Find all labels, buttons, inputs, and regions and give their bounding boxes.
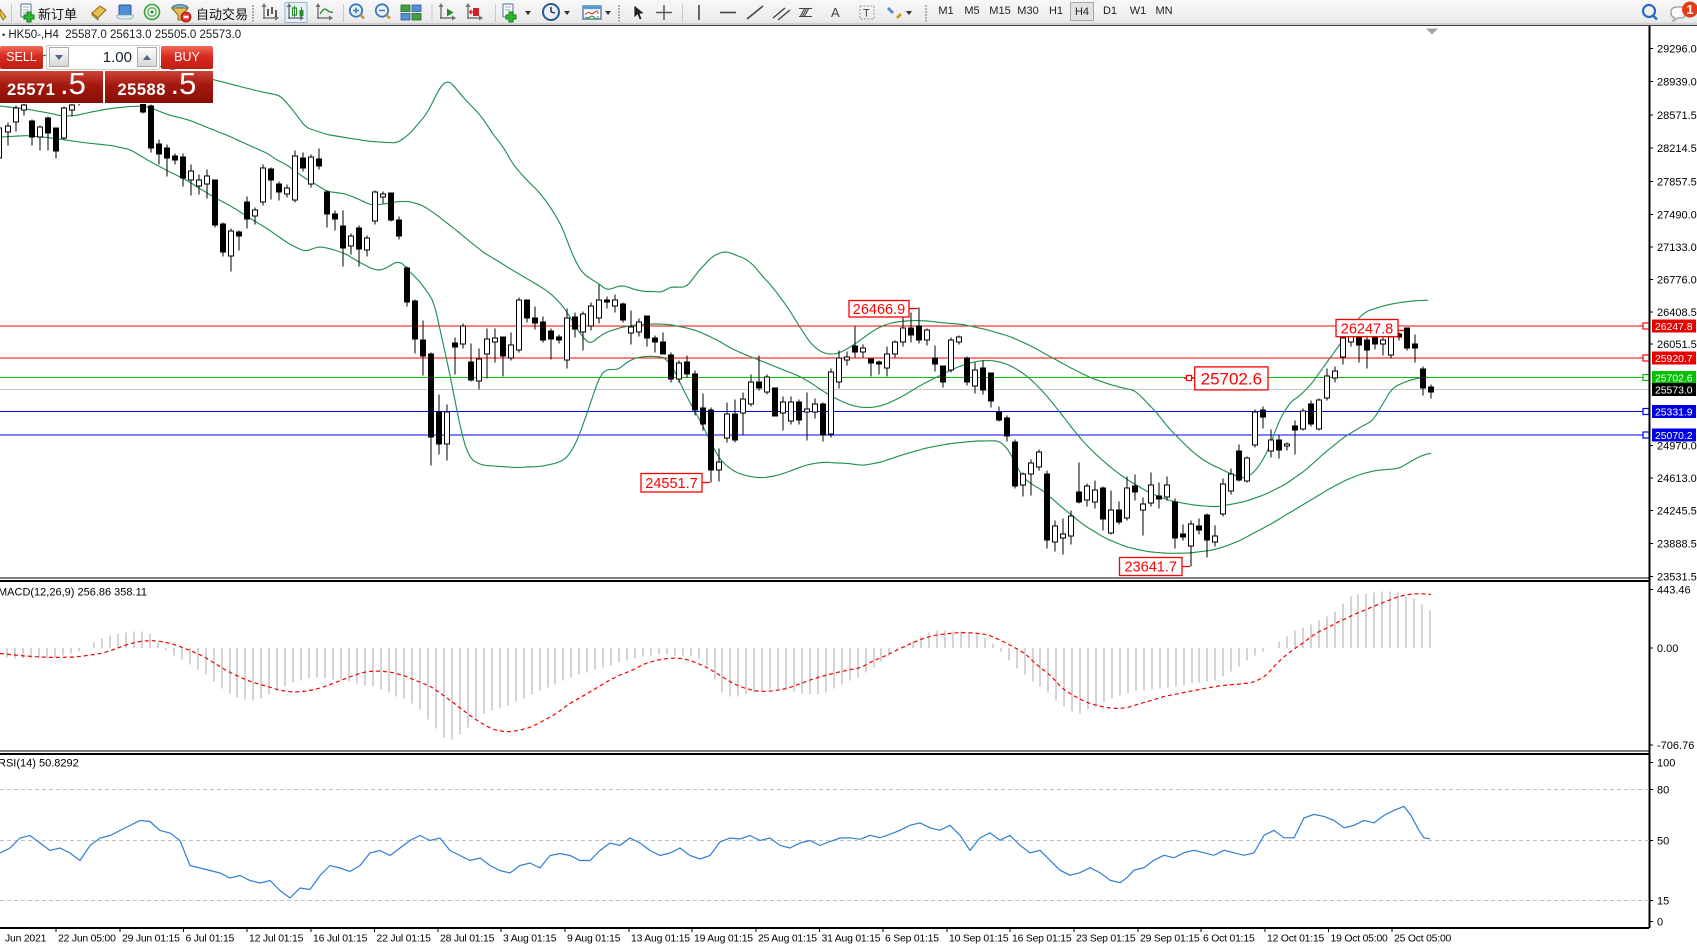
svg-text:29296.0: 29296.0: [1657, 43, 1697, 55]
svg-text:24551.7: 24551.7: [645, 475, 697, 491]
svg-text:25702.6: 25702.6: [1201, 369, 1262, 388]
svg-text:16 Jul 01:15: 16 Jul 01:15: [313, 933, 368, 944]
svg-text:23888.5: 23888.5: [1657, 538, 1697, 550]
svg-text:25 Oct 05:00: 25 Oct 05:00: [1394, 933, 1452, 944]
svg-text:6 Jul 01:15: 6 Jul 01:15: [186, 933, 235, 944]
svg-text:13 Aug 01:15: 13 Aug 01:15: [631, 933, 690, 944]
svg-text:9 Aug 01:15: 9 Aug 01:15: [567, 933, 621, 944]
svg-text:80: 80: [1657, 784, 1669, 796]
svg-text:25070.2: 25070.2: [1655, 430, 1693, 441]
svg-text:23531.5: 23531.5: [1657, 571, 1697, 583]
svg-text:0.00: 0.00: [1657, 643, 1678, 655]
svg-text:22 Jun 05:00: 22 Jun 05:00: [58, 933, 116, 944]
svg-text:22 Jul 01:15: 22 Jul 01:15: [377, 933, 432, 944]
svg-text:19 Oct 05:00: 19 Oct 05:00: [1331, 933, 1389, 944]
svg-text:15: 15: [1657, 895, 1669, 907]
svg-text:31 Aug 01:15: 31 Aug 01:15: [822, 933, 881, 944]
svg-text:0: 0: [1657, 916, 1663, 928]
svg-text:Jun 2021: Jun 2021: [5, 933, 47, 944]
svg-text:26466.9: 26466.9: [853, 301, 905, 317]
svg-text:25573.0: 25573.0: [1655, 385, 1693, 396]
svg-text:24970.0: 24970.0: [1657, 440, 1697, 452]
svg-text:19 Aug 01:15: 19 Aug 01:15: [694, 933, 753, 944]
svg-text:T: T: [863, 8, 870, 20]
svg-text:12 Oct 01:15: 12 Oct 01:15: [1267, 933, 1325, 944]
svg-text:26247.8: 26247.8: [1341, 321, 1393, 337]
svg-text:23 Sep 01:15: 23 Sep 01:15: [1076, 933, 1136, 944]
svg-text:26776.0: 26776.0: [1657, 274, 1697, 286]
svg-text:-706.76: -706.76: [1657, 740, 1694, 752]
svg-text:28214.5: 28214.5: [1657, 143, 1697, 155]
svg-text:26051.5: 26051.5: [1657, 339, 1697, 351]
svg-text:24613.0: 24613.0: [1657, 473, 1697, 485]
svg-text:26247.8: 26247.8: [1655, 321, 1693, 332]
svg-text:MACD(12,26,9) 256.86 358.11: MACD(12,26,9) 256.86 358.11: [0, 586, 147, 598]
svg-text:3 Aug 01:15: 3 Aug 01:15: [503, 933, 557, 944]
svg-text:27133.0: 27133.0: [1657, 242, 1697, 254]
svg-text:28571.5: 28571.5: [1657, 110, 1697, 122]
svg-text:28939.0: 28939.0: [1657, 76, 1697, 88]
svg-text:27490.0: 27490.0: [1657, 209, 1697, 221]
svg-text:25331.9: 25331.9: [1655, 407, 1693, 418]
svg-text:29 Jun 01:15: 29 Jun 01:15: [122, 933, 180, 944]
svg-text:27857.5: 27857.5: [1657, 176, 1697, 188]
svg-text:26408.5: 26408.5: [1657, 307, 1697, 319]
svg-text:25 Aug 01:15: 25 Aug 01:15: [758, 933, 817, 944]
svg-text:50: 50: [1657, 835, 1669, 847]
svg-text:RSI(14) 50.8292: RSI(14) 50.8292: [0, 757, 79, 769]
svg-text:100: 100: [1657, 757, 1675, 769]
svg-text:6 Oct 01:15: 6 Oct 01:15: [1203, 933, 1255, 944]
svg-text:1: 1: [1687, 3, 1694, 17]
svg-text:12 Jul 01:15: 12 Jul 01:15: [249, 933, 304, 944]
svg-text:443.46: 443.46: [1657, 584, 1691, 596]
svg-text:16 Sep 01:15: 16 Sep 01:15: [1012, 933, 1072, 944]
svg-text:10 Sep 01:15: 10 Sep 01:15: [949, 933, 1009, 944]
svg-text:A: A: [831, 5, 840, 20]
svg-text:25702.6: 25702.6: [1655, 373, 1693, 384]
svg-text:24245.5: 24245.5: [1657, 505, 1697, 517]
svg-text:29 Sep 01:15: 29 Sep 01:15: [1140, 933, 1200, 944]
svg-text:6 Sep 01:15: 6 Sep 01:15: [885, 933, 939, 944]
svg-text:23641.7: 23641.7: [1125, 559, 1177, 575]
svg-text:28 Jul 01:15: 28 Jul 01:15: [440, 933, 495, 944]
svg-text:25920.7: 25920.7: [1655, 353, 1693, 364]
